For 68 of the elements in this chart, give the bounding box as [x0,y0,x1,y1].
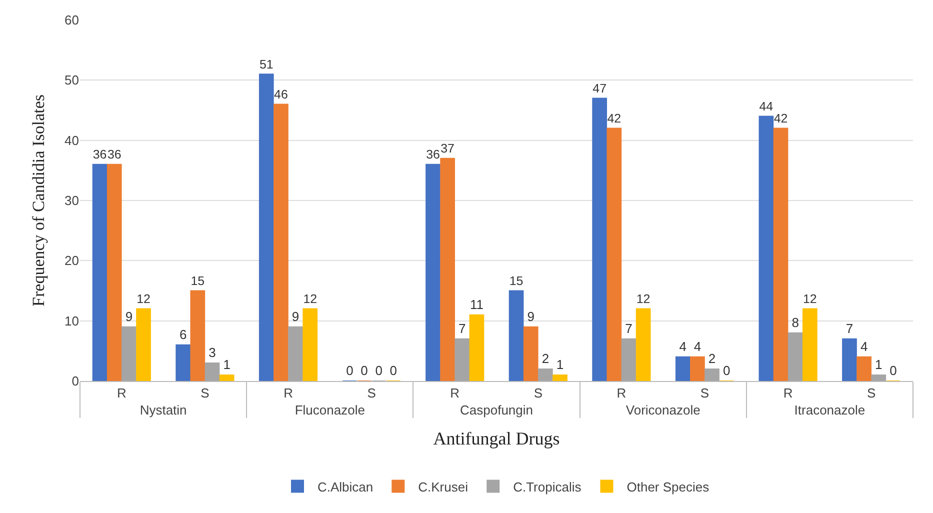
text: Caspofungin [460,402,533,418]
data-label: 7 [458,320,466,336]
data-label: 12 [802,292,817,306]
x-tick-label: R [284,386,293,401]
data-label: 11 [470,296,484,312]
legend-label: C.Albican [318,479,374,494]
data-label: 36 [92,148,107,162]
legend-label: Other Species [626,479,710,494]
data-label: 36 [107,148,122,162]
data-label: 6 [179,326,187,342]
y-tick-label: 10 [64,313,79,328]
data-label: 15 [190,274,205,288]
data-label: 7 [846,320,854,336]
x-axis-title: Antifungal Drugs [433,428,560,449]
data-label: 36 [426,148,440,162]
data-label: 0 [390,363,398,378]
data-label: 9 [292,308,300,324]
data-label: 1 [223,356,230,372]
data-label: 1 [556,356,564,372]
y-tick-label: 30 [64,193,79,208]
data-label: 7 [625,320,632,336]
text: Fluconazole [294,402,365,418]
data-label: 37 [440,142,455,156]
data-label: 9 [125,308,133,324]
x-tick-label: S [367,386,376,401]
x-tick-label: R [783,386,793,401]
data-label: 0 [890,363,897,378]
legend-label: C.Krusei [418,479,468,494]
data-label: 4 [860,338,868,354]
x-tick-label: R [450,386,460,401]
data-label: 44 [759,99,774,114]
data-label: 47 [592,81,607,96]
text: Nystatin [140,402,187,418]
data-label: 8 [792,314,799,330]
y-tick-label: 40 [64,132,79,148]
data-label: 51 [259,57,274,72]
data-label: 12 [303,292,318,306]
data-label: 0 [375,363,382,378]
y-tick-label: 20 [64,253,79,268]
y-tick-label: 60 [64,12,79,28]
legend-label: C.Tropicalis [513,479,582,494]
x-tick-label: S [867,386,876,401]
data-label: 0 [723,363,730,378]
data-label: 2 [542,350,550,366]
x-tick-label: S [700,386,710,401]
x-tick-label: R [116,386,126,401]
data-label: 4 [694,338,702,354]
data-label: 0 [346,363,354,378]
data-label: 42 [607,111,622,126]
data-label: 0 [360,363,368,378]
data-label: 3 [208,344,216,360]
y-tick-label: 50 [64,72,79,88]
data-label: 15 [509,274,524,288]
y-axis-title: Frequency of Candidia Isolates [29,94,48,306]
data-label: 1 [875,356,882,372]
text: Itraconazole [794,402,866,418]
x-tick-label: S [200,386,210,401]
data-label: 12 [136,292,151,306]
data-label: 2 [708,350,716,366]
data-label: 46 [274,87,288,102]
data-label: 12 [636,292,650,306]
data-label: 42 [774,111,788,126]
data-label: 4 [679,338,686,354]
x-tick-label: S [534,386,543,401]
y-tick-label: 0 [72,374,79,389]
data-label: 9 [527,308,534,324]
x-tick-label: R [616,386,626,401]
text: Voriconazole [626,402,700,418]
